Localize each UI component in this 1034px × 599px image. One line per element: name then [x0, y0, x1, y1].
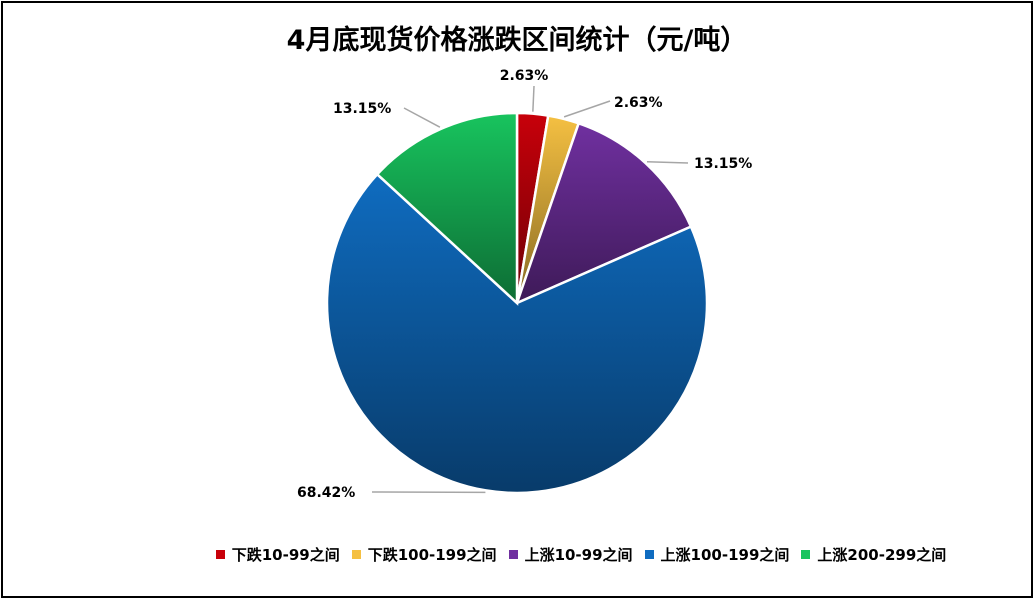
pie-slice-5 [375, 111, 519, 306]
data-label-4: 68.42% [297, 485, 355, 501]
legend-label: 上涨100-199之间 [660, 546, 790, 564]
data-label-1: 2.63% [500, 68, 549, 84]
leader-line-2 [563, 100, 611, 118]
legend-label: 上涨10-99之间 [524, 546, 633, 564]
chart-legend: 下跌10-99之间 下跌100-199之间 上涨10-99之间 上涨100-199之间… [0, 544, 1034, 565]
pie-slice-3 [514, 121, 693, 306]
leader-line-3 [646, 160, 689, 164]
data-label-5: 13.15% [333, 101, 391, 117]
legend-swatch [351, 550, 361, 559]
legend-label: 下跌100-199之间 [367, 546, 497, 564]
leader-line-1 [532, 85, 535, 112]
legend-swatch [644, 550, 654, 559]
legend-item-4: 上涨100-199之间 [644, 544, 790, 565]
data-label-2: 2.63% [614, 95, 663, 111]
legend-label: 下跌10-99之间 [231, 546, 340, 564]
legend-swatch [801, 550, 811, 559]
legend-swatch [508, 550, 518, 559]
legend-item-1: 下跌10-99之间 [215, 544, 340, 565]
legend-swatch [215, 550, 225, 559]
pie-slice-4 [325, 172, 709, 495]
legend-item-2: 下跌100-199之间 [351, 544, 497, 565]
legend-item-5: 上涨200-299之间 [801, 544, 946, 565]
legend-label: 上涨200-299之间 [817, 546, 947, 564]
data-label-3: 13.15% [694, 156, 752, 172]
chart-title: 4月底现货价格涨跌区间统计（元/吨） [286, 25, 748, 56]
legend-item-3: 上涨10-99之间 [508, 544, 633, 565]
leader-line-5 [403, 107, 441, 128]
